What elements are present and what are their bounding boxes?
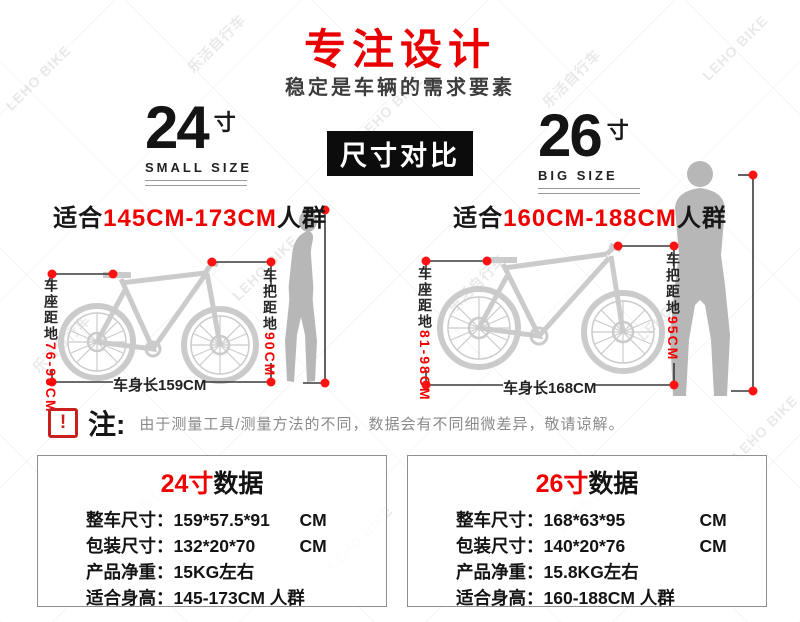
page-subtitle: 稳定是车辆的需求要素: [285, 77, 515, 99]
page-title: 专注设计: [303, 26, 496, 73]
size-header-26: 26 寸 BIG SIZE: [538, 106, 658, 194]
fit-title-24: 适合145CM-173CM人群: [35, 198, 345, 233]
handlebar-height-label-26: 车把距地95CM: [665, 252, 681, 370]
measure-dots-24: [47, 205, 330, 388]
measure-lines-24: [51, 209, 326, 384]
measure-label: 车身长: [503, 380, 549, 397]
measure-value: 95CM: [665, 316, 681, 362]
measurement-note: ! 注: 由于测量工具/测量方法的不同，数据会有不同细微差异，敬请谅解。: [48, 406, 768, 440]
table-title-rest: 数据: [213, 470, 264, 498]
measure-value: 90CM: [262, 332, 278, 378]
row-label: 整车尺寸：: [456, 510, 544, 530]
table-title-size: 26寸: [535, 470, 589, 498]
double-underline: [538, 188, 640, 194]
length-label-26: 车身长168CM: [503, 377, 597, 398]
row-value: 159*57.5*91: [173, 510, 270, 530]
table-row: 包装尺寸： 132*20*70 CM: [86, 533, 386, 559]
size-tag-big: BIG SIZE: [538, 168, 618, 183]
male-silhouette: [670, 161, 730, 396]
table-row: 产品净重： 15KG左右: [86, 559, 386, 585]
table-row: 适合身高： 160-188CM 人群: [456, 585, 766, 611]
size-unit-26: 寸: [606, 118, 629, 143]
row-label: 适合身高：: [86, 588, 174, 608]
row-label: 适合身高：: [456, 588, 544, 608]
measure-label: 车把距地: [665, 252, 681, 316]
measure-label: 车座距地: [43, 278, 59, 342]
row-unit: CM: [699, 536, 727, 556]
note-label: 注:: [88, 409, 126, 440]
note-text: 由于测量工具/测量方法的不同，数据会有不同细微差异，敬请谅解。: [139, 415, 625, 433]
row-label: 产品净重：: [86, 562, 174, 582]
warning-icon: !: [48, 408, 78, 438]
double-underline: [145, 180, 247, 186]
size-number-26: 26: [538, 102, 603, 169]
row-label: 整车尺寸：: [86, 510, 174, 530]
row-value: 168*63*95: [543, 510, 626, 530]
fit-suffix: 人群: [276, 205, 327, 232]
bike-24-art: [58, 258, 259, 384]
table-title-rest: 数据: [588, 470, 639, 498]
measure-dots-26: [421, 170, 758, 396]
size-number-24: 24: [145, 94, 210, 161]
size-tag-small: SMALL SIZE: [145, 160, 253, 175]
measure-value: 81-98CM: [417, 330, 433, 402]
seat-height-label-24: 车座距地76-93CM: [43, 278, 59, 414]
row-unit: CM: [699, 510, 727, 530]
female-silhouette: [285, 210, 317, 382]
seat-height-label-26: 车座距地81-98CM: [417, 266, 433, 402]
length-label-24: 车身长159CM: [113, 374, 207, 395]
measure-value: 159CM: [158, 377, 207, 394]
handlebar-height-label-24: 车把距地90CM: [262, 268, 278, 377]
measure-value: 168CM: [548, 380, 597, 397]
measure-label: 车座距地: [417, 266, 433, 330]
spec-table-26: 26寸数据 整车尺寸： 168*63*95 CM 包装尺寸： 140*20*76 CM …: [407, 455, 767, 608]
table-title-24: 24寸数据: [38, 464, 386, 500]
row-label: 产品净重：: [456, 562, 544, 582]
row-unit: CM: [299, 536, 327, 556]
fit-prefix: 适合: [453, 205, 504, 232]
spec-table-24: 24寸数据 整车尺寸： 159*57.5*91 CM 包装尺寸： 132*20*70 C…: [37, 455, 387, 608]
table-row: 包装尺寸： 140*20*76 CM: [456, 533, 766, 559]
bike-26-art: [437, 242, 665, 374]
row-value: 132*20*70: [173, 536, 256, 556]
fit-title-26: 适合160CM-188CM人群: [420, 198, 760, 233]
compare-badge: 尺寸对比: [327, 131, 473, 176]
fit-range: 160CM-188CM: [503, 205, 677, 232]
table-title-26: 26寸数据: [408, 464, 766, 500]
row-value: 140*20*76: [543, 536, 626, 556]
measure-value: 76-93CM: [43, 342, 59, 414]
size-unit-24: 寸: [213, 110, 236, 135]
size-header-24: 24 寸 SMALL SIZE: [145, 98, 265, 186]
row-value: 15KG左右: [173, 562, 255, 582]
table-title-size: 24寸: [160, 470, 214, 498]
table-row: 适合身高： 145-173CM 人群: [86, 585, 386, 611]
table-row: 整车尺寸： 159*57.5*91 CM: [86, 507, 386, 533]
row-value: 160-188CM 人群: [543, 588, 675, 608]
measure-label: 车把距地: [262, 268, 278, 332]
fit-range: 145CM-173CM: [103, 205, 277, 232]
row-value: 15.8KG左右: [543, 562, 639, 582]
row-value: 145-173CM 人群: [173, 588, 305, 608]
bike-diagram-26: [421, 161, 758, 396]
row-unit: CM: [299, 510, 327, 530]
table-row: 整车尺寸： 168*63*95 CM: [456, 507, 766, 533]
fit-suffix: 人群: [676, 205, 727, 232]
row-label: 包装尺寸：: [456, 536, 544, 556]
fit-prefix: 适合: [53, 205, 104, 232]
measure-label: 车身长: [113, 377, 159, 394]
bike-diagram-24: [47, 205, 330, 388]
table-row: 产品净重： 15.8KG左右: [456, 559, 766, 585]
row-label: 包装尺寸：: [86, 536, 174, 556]
